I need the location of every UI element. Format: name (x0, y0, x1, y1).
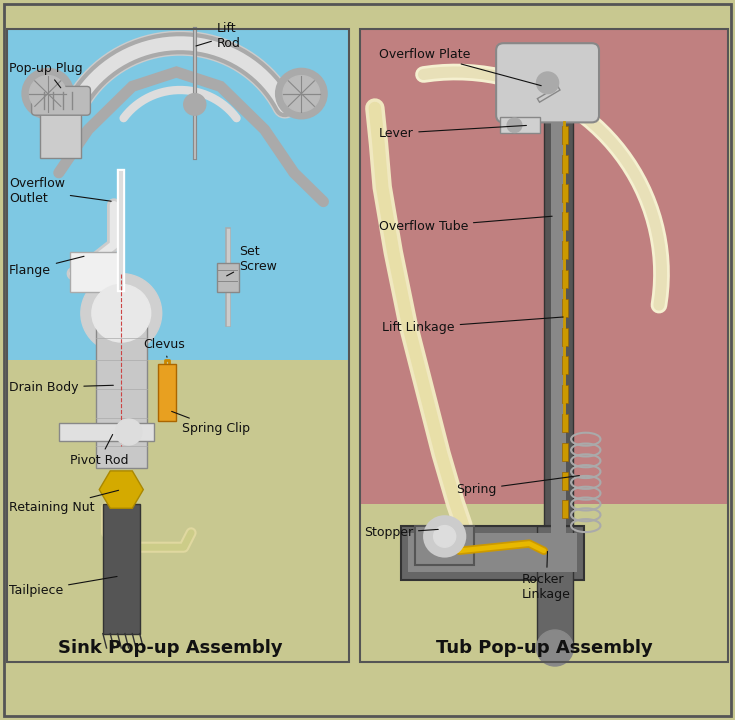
Bar (562, 414, 568, 432)
Bar (562, 385, 568, 403)
Bar (562, 472, 568, 490)
Text: Clevus: Clevus (143, 338, 185, 357)
FancyBboxPatch shape (401, 526, 584, 580)
Circle shape (537, 72, 559, 94)
Bar (217, 263, 239, 292)
Text: Sink Pop-up Assembly: Sink Pop-up Assembly (58, 639, 283, 657)
Circle shape (434, 526, 456, 547)
Bar (537, 526, 573, 648)
Circle shape (184, 94, 206, 115)
Bar (562, 299, 568, 317)
FancyBboxPatch shape (32, 86, 90, 115)
Circle shape (81, 274, 162, 353)
Text: Flange: Flange (9, 256, 84, 276)
Text: Spring Clip: Spring Clip (172, 411, 251, 435)
FancyBboxPatch shape (158, 364, 176, 421)
Text: Spring: Spring (456, 476, 579, 496)
Bar (408, 533, 577, 572)
Circle shape (115, 419, 142, 445)
Circle shape (424, 516, 465, 557)
Bar (562, 126, 568, 144)
Text: Tailpiece: Tailpiece (9, 577, 117, 597)
Bar (562, 155, 568, 173)
Polygon shape (99, 471, 143, 508)
Text: Overflow
Outlet: Overflow Outlet (9, 177, 111, 204)
Text: Lift Linkage: Lift Linkage (382, 317, 563, 334)
FancyBboxPatch shape (360, 29, 728, 662)
Text: Pivot Rod: Pivot Rod (70, 434, 129, 467)
FancyBboxPatch shape (496, 43, 599, 122)
Text: Tub Pop-up Assembly: Tub Pop-up Assembly (436, 639, 652, 657)
Text: Retaining Nut: Retaining Nut (9, 490, 118, 514)
Circle shape (22, 68, 74, 119)
Circle shape (283, 76, 320, 112)
Bar (562, 270, 568, 288)
Bar (562, 356, 568, 374)
Bar (59, 423, 154, 441)
Bar (562, 443, 568, 461)
Circle shape (507, 118, 522, 132)
Bar (96, 317, 147, 468)
FancyBboxPatch shape (7, 29, 349, 360)
Text: Lift
Rod: Lift Rod (196, 22, 240, 50)
Bar (70, 252, 118, 292)
Text: Overflow Tube: Overflow Tube (379, 216, 552, 233)
Text: Drain Body: Drain Body (9, 381, 113, 394)
FancyBboxPatch shape (360, 504, 728, 662)
Bar (562, 241, 568, 259)
Text: Rocker
Linkage: Rocker Linkage (522, 552, 570, 600)
Bar (544, 86, 573, 540)
Bar (103, 504, 140, 634)
Bar (562, 212, 568, 230)
Bar (562, 500, 568, 518)
Bar (562, 184, 568, 202)
Text: Overflow Plate: Overflow Plate (379, 48, 541, 86)
Circle shape (92, 284, 151, 342)
Bar (500, 117, 540, 133)
Text: Set
Screw: Set Screw (226, 246, 277, 276)
Circle shape (537, 630, 573, 666)
Bar (40, 108, 81, 158)
Text: Pop-up Plug: Pop-up Plug (9, 62, 82, 88)
FancyBboxPatch shape (7, 360, 349, 662)
Bar (562, 328, 568, 346)
Bar (551, 94, 566, 533)
Bar (415, 526, 474, 565)
Circle shape (29, 76, 66, 112)
Text: Stopper: Stopper (364, 526, 438, 539)
Circle shape (276, 68, 327, 119)
Text: Lever: Lever (379, 125, 526, 140)
